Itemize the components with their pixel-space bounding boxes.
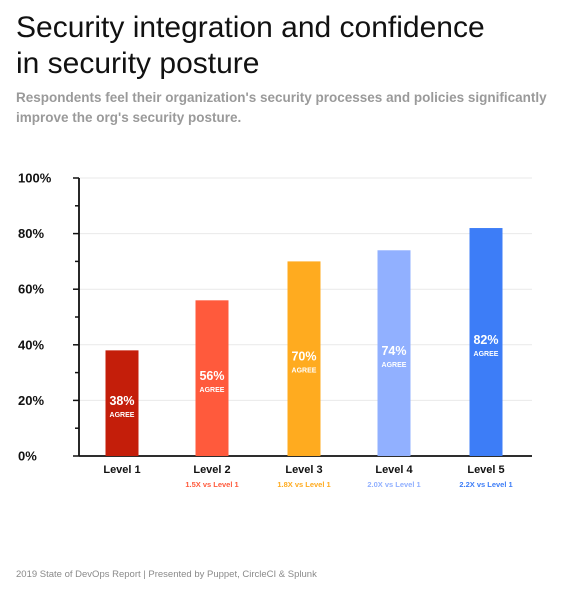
x-category-label: Level 5 [467, 464, 504, 476]
bar-value-label: 70% [291, 350, 316, 364]
bar-value-label: 82% [473, 333, 498, 347]
bar-value-label: 74% [381, 344, 406, 358]
bar-agree-label: AGREE [382, 362, 407, 369]
bar-agree-label: AGREE [200, 387, 225, 394]
y-tick-label: 80% [18, 226, 44, 241]
comparison-label: 1.8X vs Level 1 [277, 480, 330, 489]
y-tick-label: 60% [18, 282, 44, 297]
chart-subtitle-line-1: Respondents feel their organization's se… [16, 90, 547, 105]
bar [105, 350, 139, 456]
chart-title-line-2: in security posture [16, 47, 260, 80]
footer-credit: 2019 State of DevOps Report | Presented … [16, 569, 317, 580]
bar-agree-label: AGREE [474, 351, 499, 358]
x-category-label: Level 4 [375, 464, 413, 476]
bar-agree-label: AGREE [110, 412, 135, 419]
chart-subtitle: Respondents feel their organization's se… [16, 88, 556, 128]
chart-subtitle-line-2: improve the org's security posture. [16, 110, 242, 125]
comparison-label: 2.0X vs Level 1 [367, 480, 420, 489]
bar [469, 228, 503, 456]
bar-chart: 0% 20% 40% 60% 80% 100% 38% AGREE Level 1 56% AGRE… [18, 171, 532, 489]
bar [287, 261, 321, 456]
bar-value-label: 38% [109, 394, 134, 408]
bar [195, 300, 229, 456]
bar [377, 250, 411, 456]
x-category-label: Level 1 [103, 464, 140, 476]
chart-title: Security integration and confidence in s… [16, 10, 556, 82]
x-category-label: Level 3 [285, 464, 322, 476]
comparison-label: 1.5X vs Level 1 [185, 480, 238, 489]
x-category-label: Level 2 [193, 464, 230, 476]
chart-title-line-1: Security integration and confidence [16, 11, 485, 44]
y-tick-label: 20% [18, 393, 44, 408]
y-tick-label: 0% [18, 449, 37, 464]
bar-agree-label: AGREE [292, 368, 317, 375]
y-tick-label: 100% [18, 171, 52, 186]
bar-value-label: 56% [199, 369, 224, 383]
comparison-label: 2.2X vs Level 1 [459, 480, 512, 489]
y-tick-label: 40% [18, 337, 44, 352]
